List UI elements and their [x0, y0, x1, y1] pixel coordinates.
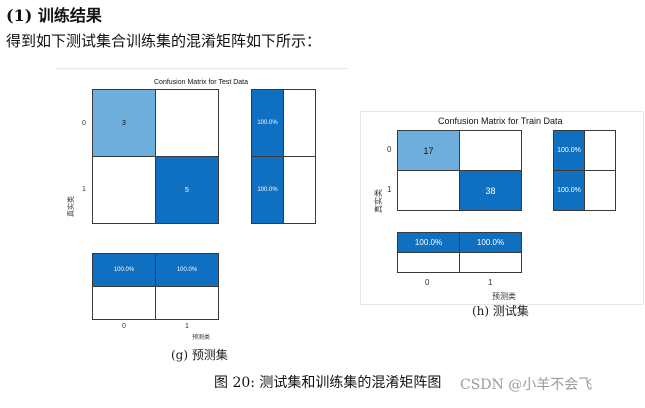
matrix-cell-0-0: 17 [397, 130, 460, 171]
matrix-cell-0-1 [155, 89, 219, 157]
col-summary-1: 100.0% [459, 232, 522, 253]
matrix-cell-0-0: 3 [92, 89, 156, 157]
row-summary-1: 100.0% [553, 170, 585, 211]
x-axis-label: 预测类 [492, 292, 516, 301]
row-summary-blank-1 [584, 170, 616, 211]
col-summary-blank-1 [459, 252, 522, 273]
x-axis-label: 预测类 [192, 334, 211, 341]
test-confusion-figure: Confusion Matrix for Test Data 3 5 100.0… [56, 68, 348, 341]
matrix-cell-1-1: 38 [459, 170, 522, 211]
col-tick-1: 1 [488, 278, 493, 287]
row-summary-blank-1 [283, 156, 316, 224]
row-summary-1: 100.0% [251, 156, 284, 224]
row-summary-0: 100.0% [553, 130, 585, 171]
col-tick-1: 1 [185, 323, 189, 330]
matrix-cell-0-1 [459, 130, 522, 171]
col-summary-blank-0 [397, 252, 460, 273]
subfigure-caption-h: (h) 测试集 [472, 304, 529, 318]
row-summary-blank-0 [283, 89, 316, 157]
col-summary-blank-1 [155, 286, 219, 320]
col-tick-0: 0 [425, 278, 430, 287]
row-tick-0: 0 [82, 120, 86, 127]
row-tick-0: 0 [387, 145, 392, 154]
y-axis-label: 真实类 [374, 189, 383, 213]
row-summary-0: 100.0% [251, 89, 284, 157]
row-summary-blank-0 [584, 130, 616, 171]
y-axis-label: 真实类 [67, 196, 75, 217]
col-summary-blank-0 [92, 286, 156, 320]
intro-paragraph: 得到如下测试集合训练集的混淆矩阵如下所示： [6, 32, 322, 50]
matrix-cell-1-0 [397, 170, 460, 211]
section-heading: (1) 训练结果 [6, 6, 102, 25]
chart-title: Confusion Matrix for Train Data [438, 116, 563, 126]
subfigure-caption-g: (g) 预测集 [171, 348, 228, 362]
col-tick-0: 0 [122, 323, 126, 330]
col-summary-0: 100.0% [397, 232, 460, 253]
matrix-cell-1-0 [92, 156, 156, 224]
figure-caption: 图 20: 测试集和训练集的混淆矩阵图 [214, 375, 442, 391]
col-summary-0: 100.0% [92, 253, 156, 287]
col-summary-1: 100.0% [155, 253, 219, 287]
watermark: CSDN @小羊不会飞 [460, 377, 593, 393]
train-confusion-figure: Confusion Matrix for Train Data 17 38 10… [360, 111, 644, 305]
row-tick-1: 1 [387, 185, 392, 194]
chart-title: Confusion Matrix for Test Data [154, 79, 249, 86]
row-tick-1: 1 [82, 186, 86, 193]
matrix-cell-1-1: 5 [155, 156, 219, 224]
